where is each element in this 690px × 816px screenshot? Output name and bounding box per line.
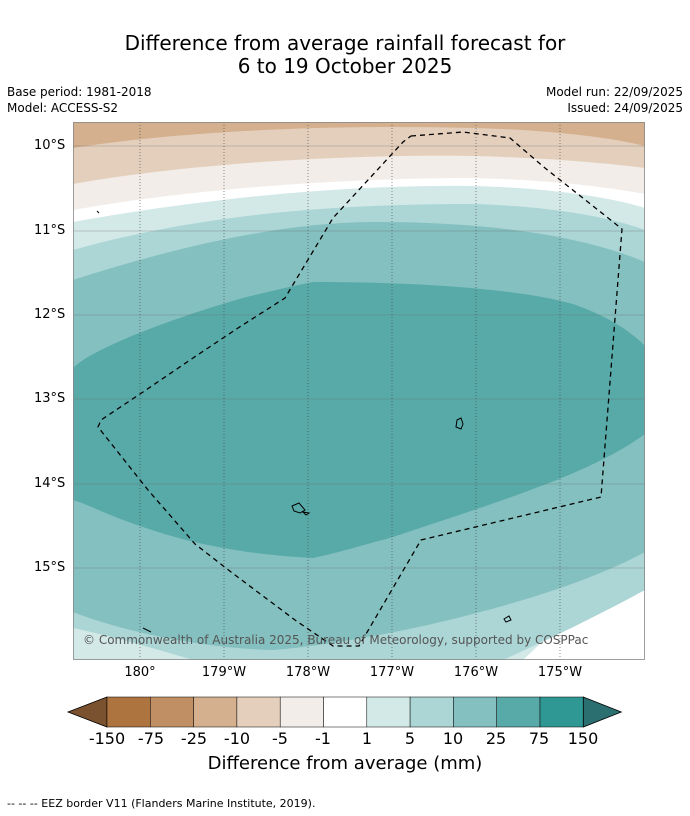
lon-label-178w: 178°W: [285, 665, 331, 680]
island-east: [455, 417, 464, 430]
colorbar-cell: [236, 696, 281, 728]
colorbar-cell: [539, 696, 584, 728]
rainfall-contours: [73, 122, 645, 660]
colorbar-cell: [453, 696, 497, 728]
graticule: [73, 122, 645, 660]
colorbar-tick-label: 25: [485, 729, 507, 748]
map-title-line1: Difference from average rainfall forecas…: [124, 31, 566, 55]
colorbar-tick-label: 1: [361, 729, 373, 748]
colorbar-tick-label: -10: [223, 729, 251, 748]
colorbar-extend-low: [66, 696, 108, 728]
lat-label-14s: 14°S: [34, 476, 66, 491]
rainfall-map: [73, 122, 645, 660]
colorbar: [66, 696, 623, 728]
colorbar-tick-label: -25: [180, 729, 208, 748]
lon-label-180: 180°: [124, 665, 156, 680]
colorbar-cells: [66, 696, 623, 728]
colorbar-title: Difference from average (mm): [207, 753, 483, 774]
map-credit: © Commonwealth of Australia 2025, Bureau…: [83, 633, 589, 647]
colorbar-cell: [193, 696, 238, 728]
lon-label-175w: 175°W: [537, 665, 583, 680]
colorbar-cell: [150, 696, 194, 728]
lon-label-177w: 177°W: [369, 665, 415, 680]
colorbar-tick-label: 150: [567, 729, 599, 748]
lat-label-10s: 10°S: [34, 138, 66, 153]
model-name: Model: ACCESS-S2: [7, 101, 119, 115]
map-frame: [73, 122, 645, 660]
base-period: Base period: 1981-2018: [7, 85, 152, 99]
colorbar-cell: [366, 696, 411, 728]
colorbar-cell: [409, 696, 454, 728]
island-south-west: [291, 502, 311, 516]
colorbar-cell: [106, 696, 151, 728]
lon-label-179w: 179°W: [201, 665, 247, 680]
eez-border: [97, 131, 623, 647]
colorbar-tick-label: -5: [272, 729, 288, 748]
colorbar-tick-label: -1: [315, 729, 331, 748]
lat-label-12s: 12°S: [34, 307, 66, 322]
map-title-line2: 6 to 19 October 2025: [237, 54, 453, 78]
colorbar-tick-label: 5: [404, 729, 416, 748]
island-south-east: [503, 615, 512, 623]
colorbar-cell: [323, 696, 368, 728]
island-small: [142, 627, 152, 633]
lat-label-15s: 15°S: [34, 560, 66, 575]
lat-label-13s: 13°S: [34, 391, 66, 406]
eez-legend: -- -- -- EEZ border V11 (Flanders Marine…: [7, 797, 316, 810]
colorbar-cell: [279, 696, 324, 728]
islands: [96, 210, 512, 633]
lat-label-11s: 11°S: [34, 223, 66, 238]
model-run: Model run: 22/09/2025: [545, 85, 683, 99]
contour-pos-75: [73, 282, 645, 558]
issued-date: Issued: 24/09/2025: [567, 101, 683, 115]
island-dot: [96, 210, 100, 214]
colorbar-extend-high: [582, 696, 623, 728]
colorbar-tick-label: -75: [137, 729, 165, 748]
colorbar-tick-label: 10: [442, 729, 464, 748]
colorbar-cell: [496, 696, 541, 728]
colorbar-tick-label: -150: [88, 729, 126, 748]
lon-label-176w: 176°W: [453, 665, 499, 680]
colorbar-tick-label: 75: [528, 729, 550, 748]
